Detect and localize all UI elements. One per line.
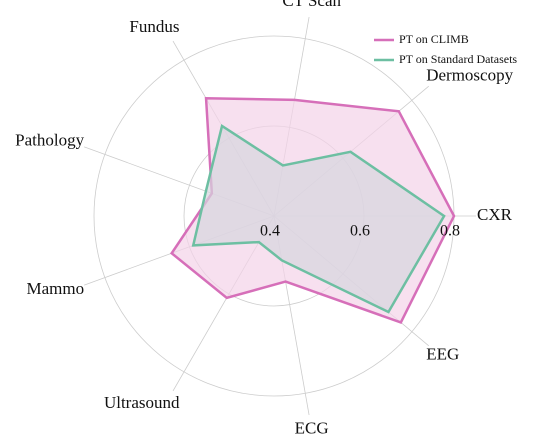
category-label: Fundus [129,17,179,36]
category-label: Dermoscopy [426,65,513,84]
series-area [191,123,446,314]
category-label: Pathology [15,131,84,150]
category-label: Ultrasound [104,393,180,412]
category-label: Mammo [26,279,84,298]
r-tick-label: 0.8 [440,223,460,240]
category-label: CXR [477,205,513,224]
category-label: CT Scan [282,0,341,10]
r-tick-label: 0.6 [350,223,370,240]
category-label: EEG [426,344,459,363]
legend-label: PT on Standard Datasets [399,52,517,66]
category-label: ECG [295,419,329,436]
r-tick-label: 0.4 [260,223,280,240]
legend-label: PT on CLIMB [399,32,469,46]
